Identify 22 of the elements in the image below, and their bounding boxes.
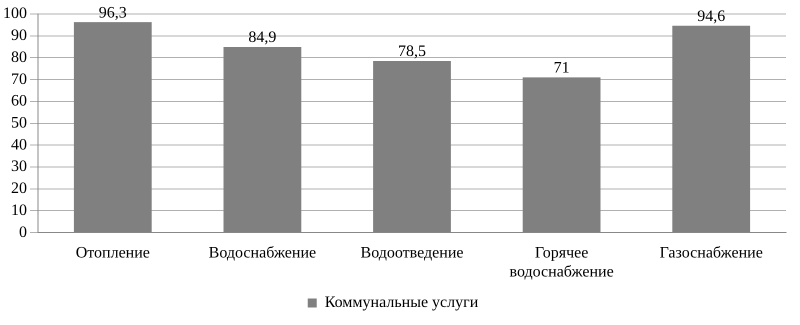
data-label: 96,3 (98, 4, 127, 22)
data-label: 94,6 (697, 8, 726, 26)
y-tick-label: 10 (11, 202, 27, 219)
y-tick-label: 20 (11, 180, 27, 198)
y-tick-label: 80 (11, 48, 27, 66)
x-tick-label: Водоотведение (360, 244, 464, 262)
y-tick-label: 30 (11, 158, 27, 176)
y-tick-label: 40 (11, 136, 27, 154)
y-tick-label: 70 (11, 70, 27, 88)
data-label: 71 (554, 60, 570, 77)
data-label: 78,5 (398, 43, 426, 60)
x-tick-label: Горячее водоснабжение (510, 244, 614, 281)
legend-label: Коммунальные услуги (324, 294, 479, 312)
y-tick-label: 0 (19, 224, 27, 241)
x-tick-label: Водоснабжение (208, 244, 316, 262)
y-tick-label: 60 (11, 92, 27, 110)
data-label: 84,9 (248, 29, 276, 46)
x-tick-label: Отопление (76, 244, 150, 262)
y-tick-label: 90 (11, 27, 27, 44)
y-tick-label: 50 (11, 114, 27, 132)
y-tick-label: 100 (3, 5, 27, 22)
x-tick-label: Газоснабжение (660, 244, 763, 262)
